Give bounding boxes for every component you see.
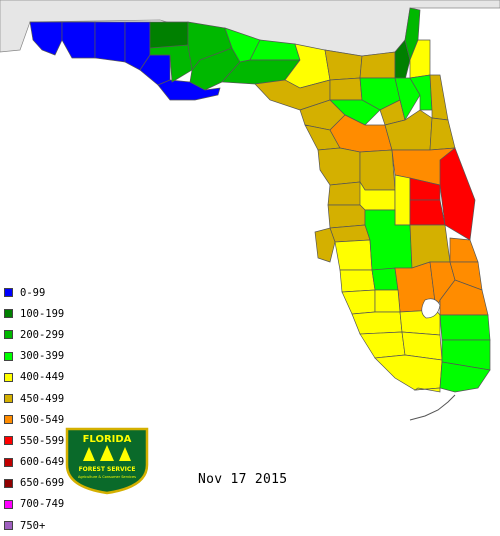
county-sarasota bbox=[341, 289, 376, 315]
legend-item: 550-599 bbox=[4, 430, 64, 451]
legend-label: 600-649 bbox=[20, 456, 65, 469]
legend-swatch bbox=[4, 288, 13, 298]
legend-label: 450-499 bbox=[20, 392, 65, 405]
county-orange bbox=[409, 199, 446, 226]
county-st-johns bbox=[429, 74, 449, 121]
legend-item: 450-499 bbox=[4, 388, 64, 409]
county-desoto bbox=[374, 289, 401, 313]
florida-map bbox=[0, 0, 500, 421]
legend-item: 500-549 bbox=[4, 409, 64, 430]
logo-line3: Agriculture & Consumer Services bbox=[78, 475, 136, 479]
legend-swatch bbox=[4, 309, 13, 319]
legend-item: 750+ bbox=[4, 515, 64, 536]
county-bay bbox=[139, 54, 171, 86]
legend-label: 550-599 bbox=[20, 434, 65, 447]
legend-swatch bbox=[4, 351, 13, 361]
county-citrus bbox=[327, 181, 366, 206]
legend-item: 650-699 bbox=[4, 473, 64, 494]
logo-line1: FLORIDA bbox=[83, 434, 132, 445]
county-pasco bbox=[329, 224, 371, 243]
county-levy bbox=[317, 147, 361, 186]
county-hardee bbox=[371, 267, 399, 291]
legend-item: 600-649 bbox=[4, 452, 64, 473]
legend-label: 100-199 bbox=[20, 307, 65, 320]
legend-label: 300-399 bbox=[20, 350, 65, 363]
legend-item: 300-399 bbox=[4, 346, 64, 367]
legend-swatch bbox=[4, 478, 13, 488]
legend-label: 500-549 bbox=[20, 413, 65, 426]
county-monroe bbox=[413, 387, 441, 393]
legend: 0-99 100-199 200-299 300-399 400-449 450-499 5… bbox=[4, 282, 64, 536]
county-martin bbox=[439, 279, 489, 316]
county-hamilton bbox=[359, 51, 396, 79]
legend-label: 750+ bbox=[20, 519, 46, 532]
legend-swatch bbox=[4, 521, 13, 531]
map-date: Nov 17 2015 bbox=[198, 472, 288, 487]
county-clay bbox=[409, 74, 433, 111]
legend-item: 0-99 bbox=[4, 282, 64, 303]
legend-swatch bbox=[4, 330, 13, 340]
county-gilchrist bbox=[329, 99, 381, 126]
logo-line2: FOREST SERVICE bbox=[79, 466, 136, 473]
county-okaloosa bbox=[94, 21, 126, 63]
county-bradford bbox=[394, 77, 421, 121]
legend-item: 100-199 bbox=[4, 303, 64, 324]
florida-forest-service-logo: FLORIDA FOREST SERVICE Agriculture & Con… bbox=[65, 427, 149, 495]
county-lake bbox=[394, 174, 411, 226]
county-duval bbox=[409, 39, 431, 79]
legend-swatch bbox=[4, 457, 13, 467]
legend-item: 200-299 bbox=[4, 324, 64, 345]
county-palm-beach bbox=[439, 314, 491, 341]
legend-swatch bbox=[4, 415, 13, 425]
county-baker bbox=[394, 39, 411, 81]
legend-label: 400-449 bbox=[20, 371, 65, 384]
county-marion bbox=[359, 149, 396, 191]
county-hernando bbox=[327, 204, 366, 229]
legend-swatch bbox=[4, 372, 13, 382]
legend-swatch bbox=[4, 394, 13, 404]
county-escambia bbox=[29, 21, 63, 56]
legend-item: 700-749 bbox=[4, 494, 64, 515]
florida-keys bbox=[409, 394, 456, 421]
county-flagler bbox=[429, 117, 456, 151]
legend-label: 700-749 bbox=[20, 498, 65, 511]
legend-label: 650-699 bbox=[20, 477, 65, 490]
county-manatee bbox=[339, 269, 376, 293]
county-gulf bbox=[157, 79, 221, 101]
lake-okeechobee bbox=[421, 298, 441, 319]
county-indian-river bbox=[449, 237, 479, 263]
county-miami-dade bbox=[439, 361, 491, 393]
legend-label: 0-99 bbox=[20, 286, 46, 299]
county-osceola bbox=[409, 224, 451, 269]
legend-item: 400-449 bbox=[4, 367, 64, 388]
legend-label: 200-299 bbox=[20, 328, 65, 341]
county-lee bbox=[359, 331, 406, 359]
legend-swatch bbox=[4, 499, 13, 509]
county-nassau bbox=[404, 7, 421, 62]
county-charlotte bbox=[351, 311, 403, 335]
county-santa-rosa bbox=[61, 21, 96, 59]
legend-swatch bbox=[4, 436, 13, 446]
county-suwannee bbox=[329, 77, 363, 101]
county-pinellas bbox=[314, 227, 336, 263]
county-collier bbox=[374, 354, 443, 391]
county-hillsborough bbox=[334, 239, 373, 271]
